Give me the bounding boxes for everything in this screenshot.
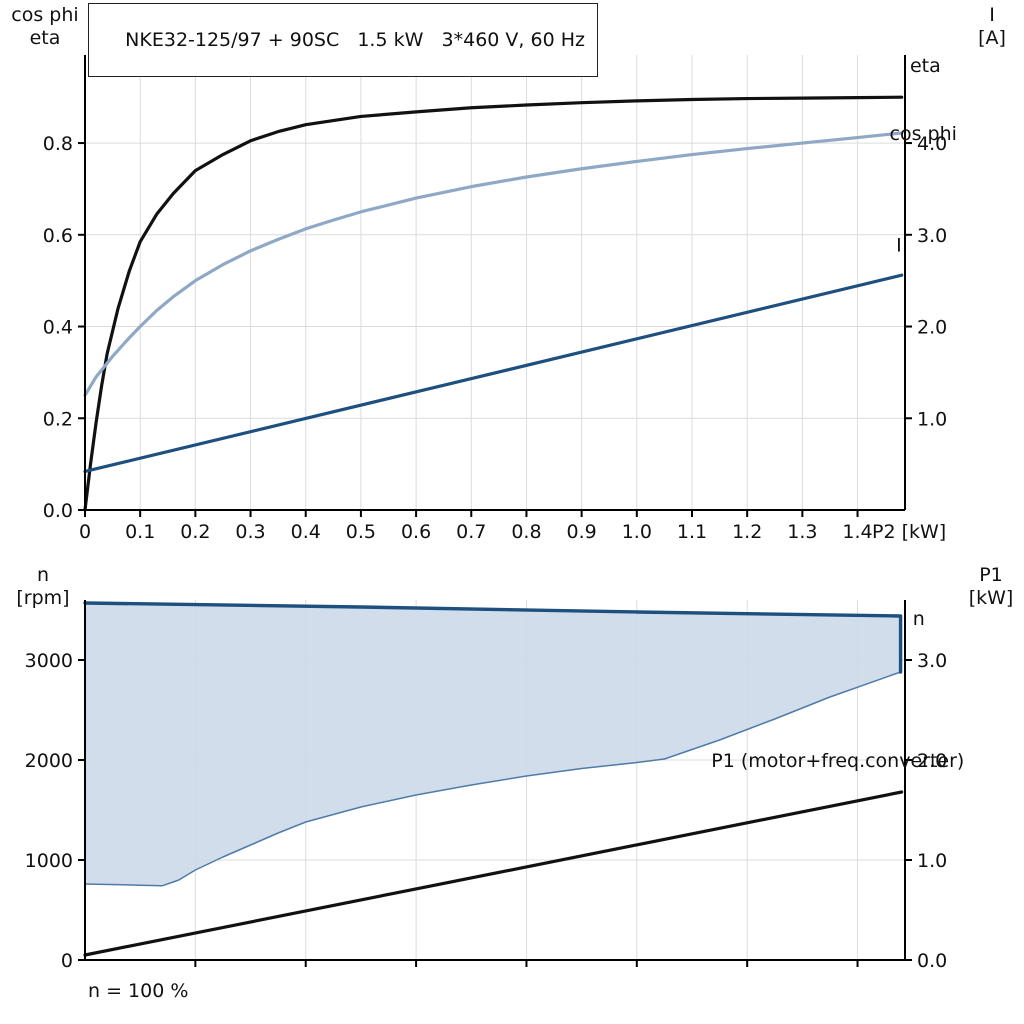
x-tick-label: 0.4 bbox=[291, 521, 321, 543]
right-tick-label: 2.0 bbox=[917, 317, 947, 339]
area-speed-control-range bbox=[85, 603, 901, 886]
x-tick-label: 1.4 bbox=[842, 521, 872, 543]
curve-label-n: n bbox=[913, 608, 925, 630]
axis-title-cos-phi: cos phi bbox=[11, 4, 79, 26]
axis-title-speed: n bbox=[36, 564, 50, 586]
curve-label-P1: P1 (motor+freq.converter) bbox=[711, 750, 964, 772]
right-tick-label: 2.0 bbox=[917, 750, 947, 772]
curve-label-eta: eta bbox=[910, 55, 941, 77]
axis-title-current-unit: [A] bbox=[978, 27, 1006, 49]
right-tick-label: 3.0 bbox=[917, 650, 947, 672]
x-tick-label: 0.9 bbox=[567, 521, 597, 543]
speed-power-chart: 0 1000 2000 3000 0.0 1.0 2.0 3.0 n P1 (motor+freq… bbox=[25, 600, 964, 972]
x-tick-label: 0.8 bbox=[511, 521, 541, 543]
series-n-lower-boundary bbox=[84, 671, 902, 887]
performance-chart: 0 0.1 0.2 0.3 0.4 0.5 0.6 0.7 0.8 0.9 1.0 1.1 1.2 1.3… bbox=[43, 55, 957, 543]
x-tick-label: 0.1 bbox=[125, 521, 155, 543]
x-tick-label: 0.6 bbox=[401, 521, 431, 543]
series-n bbox=[83, 601, 903, 674]
axis-title-speed-unit: [rpm] bbox=[16, 587, 70, 609]
left-tick-label: 0.8 bbox=[43, 133, 73, 155]
curve-label-cos phi: cos phi bbox=[890, 123, 957, 145]
chart-title-box: NKE32-125/97 + 90SC 1.5 kW 3*460 V, 60 H… bbox=[88, 3, 598, 77]
series-eta bbox=[83, 95, 904, 512]
chart-title: NKE32-125/97 + 90SC 1.5 kW 3*460 V, 60 H… bbox=[125, 29, 585, 51]
right-tick-label: 1.0 bbox=[917, 850, 947, 872]
left-tick-label: 0.2 bbox=[43, 408, 73, 430]
x-axis-label: P2 [kW] bbox=[872, 521, 946, 543]
x-tick-label: 1.0 bbox=[622, 521, 652, 543]
series-cos phi bbox=[83, 131, 904, 397]
series-P1 bbox=[83, 790, 904, 957]
left-tick-label: 0.4 bbox=[43, 317, 73, 339]
right-tick-label: 0.0 bbox=[917, 950, 947, 972]
axis-title-power: P1 bbox=[979, 564, 1003, 586]
bottom-left-axis-title: n [rpm] bbox=[10, 564, 76, 610]
left-tick-label: 2000 bbox=[25, 750, 73, 772]
curve-label-I: I bbox=[896, 234, 902, 256]
axis-title-eta: eta bbox=[29, 27, 61, 49]
left-tick-label: 0 bbox=[61, 950, 73, 972]
x-tick-label: 1.3 bbox=[787, 521, 817, 543]
x-tick-label: 0 bbox=[79, 521, 91, 543]
axis-title-current: I bbox=[989, 4, 995, 26]
right-tick-label: 3.0 bbox=[917, 225, 947, 247]
left-tick-label: 0.0 bbox=[43, 500, 73, 522]
right-tick-label: 4.0 bbox=[917, 133, 947, 155]
x-tick-label: 0.2 bbox=[180, 521, 210, 543]
left-tick-label: 1000 bbox=[25, 850, 73, 872]
top-left-axis-title: cos phi eta bbox=[4, 4, 86, 50]
x-tick-label: 0.3 bbox=[235, 521, 265, 543]
x-tick-label: 0.7 bbox=[456, 521, 486, 543]
top-right-axis-title: I [A] bbox=[966, 4, 1018, 50]
bottom-right-axis-title: P1 [kW] bbox=[964, 564, 1018, 610]
speed-percent-note: n = 100 % bbox=[88, 980, 189, 1002]
x-tick-label: 1.2 bbox=[732, 521, 762, 543]
series-I bbox=[83, 273, 904, 474]
left-tick-label: 0.6 bbox=[43, 225, 73, 247]
axis-title-power-unit: [kW] bbox=[968, 587, 1014, 609]
left-tick-label: 3000 bbox=[25, 650, 73, 672]
right-tick-label: 1.0 bbox=[917, 408, 947, 430]
x-tick-label: 0.5 bbox=[346, 521, 376, 543]
x-tick-label: 1.1 bbox=[677, 521, 707, 543]
